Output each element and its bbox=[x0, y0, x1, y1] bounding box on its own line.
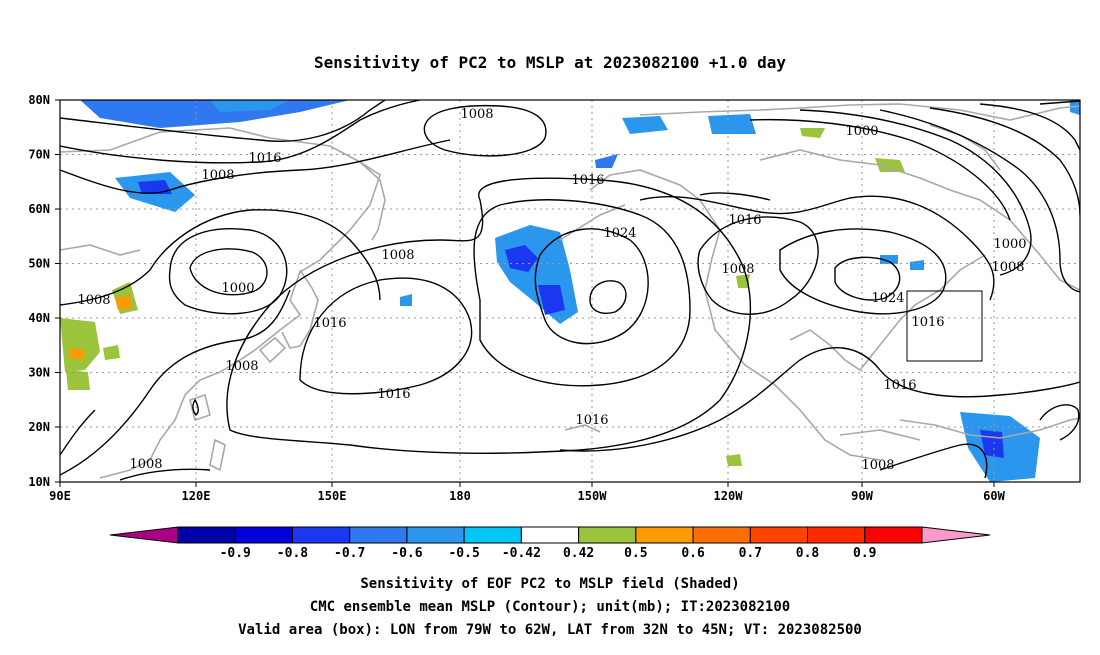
colorbar-swatch bbox=[807, 526, 866, 544]
valid-area-box bbox=[906, 290, 983, 362]
colorbar-label: 0.6 bbox=[681, 546, 705, 561]
lon-label: 90E bbox=[49, 489, 71, 503]
colorbar-label: -0.5 bbox=[448, 546, 479, 561]
contour-label: 1016 bbox=[911, 315, 944, 330]
colorbar-swatch bbox=[520, 526, 580, 544]
lon-label: 60W bbox=[983, 489, 1005, 503]
caption-line-3: Valid area (box): LON from 79W to 62W, L… bbox=[238, 622, 862, 638]
colorbar-swatch bbox=[749, 526, 809, 544]
sensitivity-shading bbox=[60, 100, 1080, 482]
mslp-contours bbox=[60, 100, 1080, 481]
contour-label: 1008 bbox=[201, 168, 234, 183]
contour-label: 1008 bbox=[721, 262, 754, 277]
lon-label: 120W bbox=[714, 489, 744, 503]
contour-label: 1008 bbox=[77, 293, 110, 308]
colorbar-swatch bbox=[864, 526, 923, 544]
lon-label: 180 bbox=[449, 489, 471, 503]
contour-label: 1008 bbox=[381, 248, 414, 263]
contour-label: 1016 bbox=[728, 213, 761, 228]
colorbar-swatch bbox=[291, 526, 351, 544]
latitude-labels: 80N 70N 60N 50N 40N 30N 20N 10N bbox=[28, 93, 50, 489]
colorbar-label: 0.42 bbox=[563, 546, 594, 561]
contour-label: 1016 bbox=[248, 151, 281, 166]
colorbar-min-extension bbox=[109, 526, 179, 544]
contour-label: 1008 bbox=[991, 260, 1024, 275]
contour-label: 1024 bbox=[603, 226, 636, 241]
lon-label: 150E bbox=[318, 489, 347, 503]
lat-label: 70N bbox=[28, 148, 50, 162]
contour-label: 1008 bbox=[861, 458, 894, 473]
lat-label: 10N bbox=[28, 475, 50, 489]
lat-label: 60N bbox=[28, 202, 50, 216]
colorbar-swatch bbox=[635, 526, 694, 544]
colorbar-label: -0.9 bbox=[220, 546, 251, 561]
contour-label: 1000 bbox=[221, 281, 254, 296]
lat-label: 80N bbox=[28, 93, 50, 107]
contour-label: 1024 bbox=[871, 291, 904, 306]
contour-label: 1016 bbox=[575, 413, 608, 428]
lon-label: 150W bbox=[578, 489, 608, 503]
lat-label: 50N bbox=[28, 257, 50, 271]
contour-label: 1008 bbox=[225, 359, 258, 374]
lon-label: 120E bbox=[182, 489, 211, 503]
contour-label: 1016 bbox=[377, 387, 410, 402]
figure-title: Sensitivity of PC2 to MSLP at 2023082100… bbox=[314, 53, 786, 72]
caption-line-2: CMC ensemble mean MSLP (Contour); unit(m… bbox=[310, 599, 790, 615]
colorbar-swatch bbox=[692, 526, 751, 544]
colorbar-swatch bbox=[463, 526, 522, 544]
colorbar-swatch bbox=[177, 526, 236, 544]
contour-label: 1016 bbox=[313, 316, 346, 331]
colorbar-swatch bbox=[578, 526, 637, 544]
colorbar-label: 0.5 bbox=[624, 546, 647, 561]
contour-label: 1016 bbox=[883, 378, 916, 393]
contour-label: 1000 bbox=[993, 237, 1026, 252]
colorbar: -0.9 -0.8 -0.7 -0.6 -0.5 -0.42 0.42 0.5 0.6 0.7 0.… bbox=[109, 526, 991, 561]
colorbar-label: -0.6 bbox=[391, 546, 422, 561]
lat-label: 40N bbox=[28, 311, 50, 325]
colorbar-label: -0.42 bbox=[502, 546, 541, 561]
longitude-labels: 90E 120E 150E 180 150W 120W 90W 60W bbox=[49, 489, 1005, 503]
contour-label: 1008 bbox=[460, 107, 493, 122]
lon-label: 90W bbox=[851, 489, 873, 503]
axis-ticks bbox=[55, 99, 995, 487]
colorbar-label: -0.7 bbox=[334, 546, 365, 561]
colorbar-swatch bbox=[234, 526, 293, 544]
colorbar-label: 0.7 bbox=[739, 546, 762, 561]
colorbar-label: -0.8 bbox=[277, 546, 308, 561]
lat-label: 20N bbox=[28, 420, 50, 434]
contour-label: 1000 bbox=[845, 124, 878, 139]
colorbar-label: 0.8 bbox=[796, 546, 820, 561]
map-frame bbox=[59, 99, 1081, 483]
map-panel: 1008 1016 1008 1000 1008 1016 1008 1008 … bbox=[60, 100, 1080, 482]
lat-label: 30N bbox=[28, 366, 50, 380]
contour-label: 1008 bbox=[129, 457, 162, 472]
colorbar-label: 0.9 bbox=[853, 546, 876, 561]
colorbar-swatch bbox=[349, 526, 408, 544]
contour-label: 1016 bbox=[571, 173, 604, 188]
contour-labels: 1008 1016 1008 1000 1008 1016 1008 1008 … bbox=[77, 107, 1026, 473]
caption-line-1: Sensitivity of EOF PC2 to MSLP field (Sh… bbox=[360, 576, 739, 592]
colorbar-max-extension bbox=[921, 526, 991, 544]
colorbar-swatch bbox=[406, 526, 465, 544]
